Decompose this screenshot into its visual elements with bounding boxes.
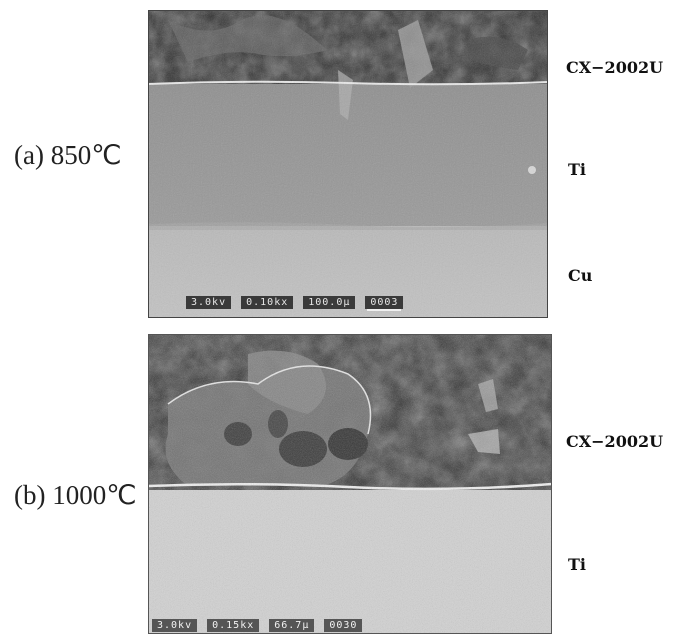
scale-readout: 100.0µ [303, 296, 356, 309]
scale-bar-line [367, 309, 401, 311]
micrograph-850c [148, 10, 548, 318]
sem-databar-b: 3.0kv 0.15kx 66.7µ 0030 [152, 619, 363, 632]
layer-label-ti-b: Ti [568, 555, 586, 574]
image-number-readout: 0030 [324, 619, 363, 632]
layer-label-cu-a: Cu [568, 266, 593, 285]
panel-a-caption: (a) 850℃ [14, 140, 122, 170]
scale-readout: 66.7µ [269, 619, 315, 632]
voltage-readout: 3.0kv [152, 619, 198, 632]
micrograph-1000c [148, 334, 552, 634]
image-number-readout: 0003 [365, 296, 404, 309]
sem-databar-a: 3.0kv 0.10kx 100.0µ 0003 [186, 296, 404, 309]
panel-b-caption: (b) 1000℃ [14, 480, 137, 510]
layer-label-cx-b: CX−2002U [566, 432, 664, 451]
layer-label-cx-a: CX−2002U [566, 58, 664, 77]
voltage-readout: 3.0kv [186, 296, 232, 309]
magnification-readout: 0.15kx [207, 619, 260, 632]
magnification-readout: 0.10kx [241, 296, 294, 309]
layer-label-ti-a: Ti [568, 160, 586, 179]
